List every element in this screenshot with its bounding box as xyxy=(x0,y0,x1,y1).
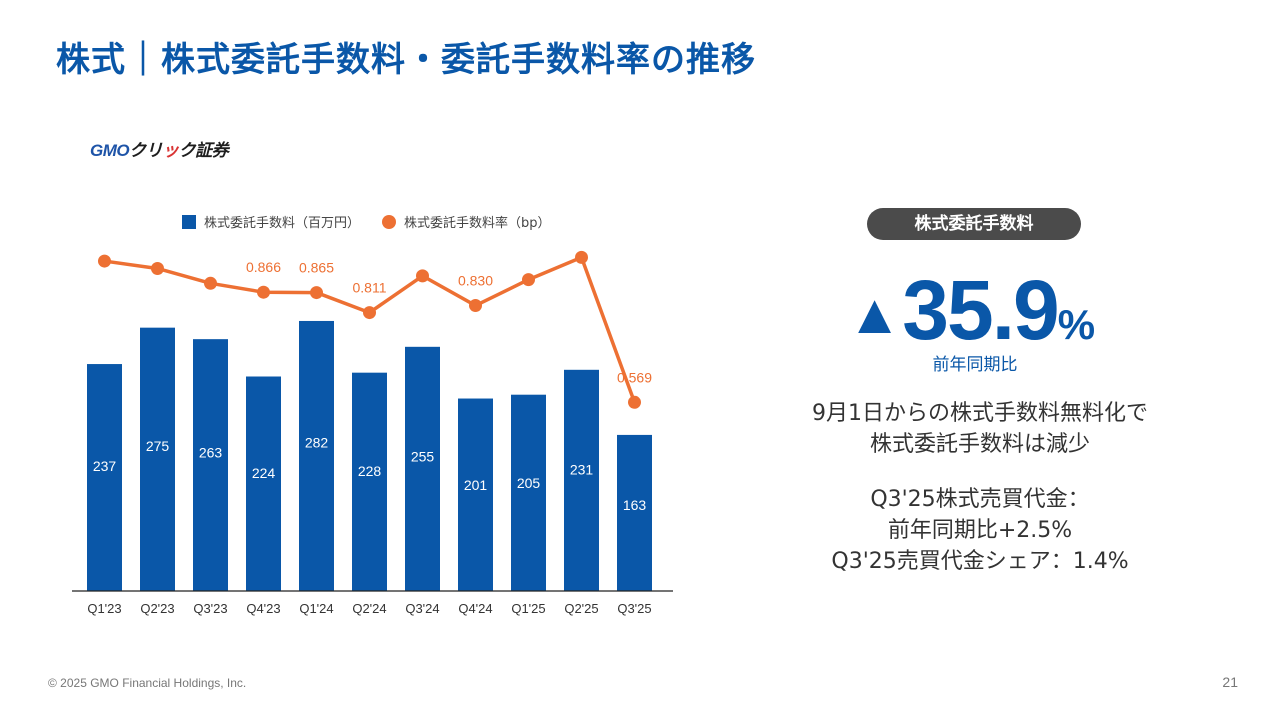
bar-6 xyxy=(405,346,440,591)
bar-9 xyxy=(564,369,599,591)
bar-7 xyxy=(458,398,493,591)
legend-line-label: 株式委託手数料率（bp） xyxy=(404,216,551,231)
rate-value-label: 0.865 xyxy=(299,260,334,276)
x-tick-label: Q1'24 xyxy=(299,601,333,616)
x-tick-label: Q4'24 xyxy=(458,601,492,616)
bar-1 xyxy=(140,327,175,591)
rate-value-label: 0.866 xyxy=(246,259,281,275)
rate-point-4 xyxy=(310,286,323,300)
commission-badge: 株式委託手数料 xyxy=(867,208,1081,240)
rate-point-6 xyxy=(416,269,429,283)
bar-2 xyxy=(193,339,228,591)
rate-point-7 xyxy=(469,299,482,313)
x-tick-label: Q1'25 xyxy=(511,601,545,616)
rate-value-label: 0.830 xyxy=(458,273,493,289)
rate-point-1 xyxy=(151,261,164,275)
x-tick-label: Q3'25 xyxy=(617,601,651,616)
rate-point-10 xyxy=(628,395,641,409)
change-value: 35.9 xyxy=(902,263,1059,357)
rate-point-9 xyxy=(575,250,588,264)
gmo-click-logo: GMOクリック証券 xyxy=(90,141,229,160)
x-tick-label: Q2'23 xyxy=(140,601,174,616)
bar-value-label: 163 xyxy=(623,497,647,513)
rate-point-5 xyxy=(363,306,376,320)
rate-point-8 xyxy=(522,273,535,287)
rate-value-label: 0.811 xyxy=(353,280,387,296)
bar-value-label: 255 xyxy=(411,449,435,465)
x-tick-label: Q3'24 xyxy=(405,601,439,616)
x-tick-label: Q3'23 xyxy=(193,601,227,616)
bar-value-label: 282 xyxy=(305,434,329,450)
free-commission-note: 9月1日からの株式手数料無料化で 株式委託手数料は減少 xyxy=(812,401,1148,457)
chart-legend: 株式委託手数料（百万円） 株式委託手数料率（bp） xyxy=(182,212,551,231)
rate-value-label: 0.569 xyxy=(617,369,652,385)
rate-point-3 xyxy=(257,285,270,299)
page-number: 21 xyxy=(1222,674,1238,690)
legend-line-swatch xyxy=(382,214,397,229)
bar-value-label: 228 xyxy=(358,463,382,479)
x-tick-label: Q4'23 xyxy=(246,601,280,616)
yoy-label: 前年同期比 xyxy=(932,355,1018,375)
bar-value-label: 205 xyxy=(517,475,541,491)
rate-point-2 xyxy=(204,276,217,290)
rate-point-0 xyxy=(98,254,111,268)
trading-value-note: Q3'25株式売買代金： 前年同期比+2.5% Q3'25売買代金シェア：1.4… xyxy=(831,487,1129,574)
bar-3 xyxy=(246,376,281,591)
bar-value-label: 275 xyxy=(146,438,170,454)
x-tick-label: Q2'24 xyxy=(352,601,386,616)
bar-value-label: 201 xyxy=(464,477,488,493)
decrease-triangle-icon: ▲ xyxy=(846,282,903,345)
change-figure: ▲35.9% xyxy=(836,262,1106,359)
change-percent: % xyxy=(1057,301,1096,348)
x-tick-label: Q2'25 xyxy=(564,601,598,616)
bar-value-label: 237 xyxy=(93,458,117,474)
bar-value-label: 224 xyxy=(252,465,276,481)
bar-10 xyxy=(617,434,652,591)
bar-8 xyxy=(511,394,546,591)
bar-5 xyxy=(352,372,387,591)
bar-4 xyxy=(299,320,334,591)
x-tick-label: Q1'23 xyxy=(87,601,121,616)
bar-value-label: 263 xyxy=(199,444,223,460)
bar-value-label: 231 xyxy=(570,461,594,477)
page-title: 株式｜株式委託手数料・委託手数料率の推移 xyxy=(56,40,756,80)
legend-bar-label: 株式委託手数料（百万円） xyxy=(204,216,361,231)
legend-bar-swatch xyxy=(182,214,196,229)
bar-0 xyxy=(87,364,122,591)
copyright: © 2025 GMO Financial Holdings, Inc. xyxy=(48,676,247,690)
